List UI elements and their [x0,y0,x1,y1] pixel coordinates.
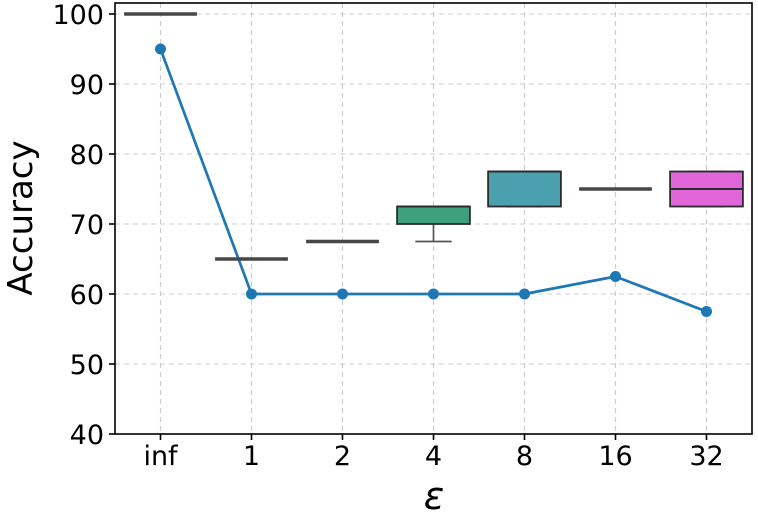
accuracy-marker-2 [337,288,348,300]
boxplot-layer [124,12,744,261]
y-tick-label: 50 [70,350,104,381]
boxplot-box-4 [396,205,471,225]
axes-layer: 40 50 60 70 80 90 100 inf 1 2 4 8 16 32 [52,0,753,472]
x-tick-label: 1 [243,441,260,472]
x-tick-label: 2 [334,441,351,472]
y-tick-label: 100 [52,0,104,31]
accuracy-marker-1 [246,288,257,300]
x-tick-label: 4 [425,441,442,472]
y-tick-label: 40 [70,420,104,451]
y-tick-label: 90 [70,70,104,101]
boxplot-box-8 [487,170,562,208]
x-tick-label: 16 [598,441,632,472]
accuracy-marker-8 [519,288,530,300]
accuracy-marker-4 [428,288,439,300]
accuracy-marker-inf [155,43,166,55]
x-tick-label: inf [143,441,179,472]
y-tick-label: 70 [70,210,104,241]
x-axis-label: ε [424,474,445,518]
x-tick-label: 32 [689,441,723,472]
accuracy-marker-16 [610,271,621,282]
line-series-layer [155,43,712,317]
x-tick-label: 8 [516,441,533,472]
y-axis-label: Accuracy [1,140,41,295]
y-tick-label: 60 [70,280,104,311]
y-tick-label: 80 [70,140,104,171]
accuracy-marker-32 [701,306,712,317]
